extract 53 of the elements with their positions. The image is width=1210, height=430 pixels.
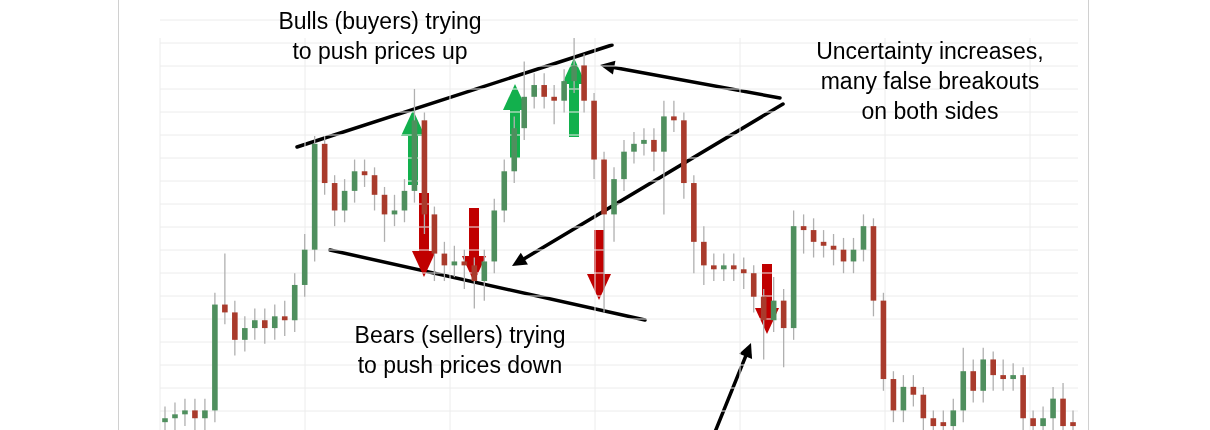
candlestick bbox=[641, 127, 647, 157]
candlestick bbox=[730, 252, 737, 282]
candlestick bbox=[202, 397, 208, 430]
candlestick bbox=[271, 303, 278, 341]
candlestick bbox=[471, 256, 478, 310]
candlestick bbox=[1000, 358, 1006, 392]
candlestick bbox=[451, 245, 458, 278]
candlestick bbox=[252, 307, 258, 341]
candlestick bbox=[1070, 409, 1076, 430]
candlestick bbox=[371, 166, 378, 212]
candlestick bbox=[910, 374, 917, 408]
candlestick bbox=[800, 213, 807, 255]
candlestick bbox=[740, 256, 747, 290]
candlestick bbox=[701, 225, 707, 286]
candlestick bbox=[481, 249, 488, 302]
candlestick bbox=[820, 229, 827, 259]
candlestick bbox=[711, 252, 717, 282]
candlestick bbox=[671, 100, 677, 133]
candlestick bbox=[750, 264, 757, 314]
candlestick bbox=[810, 217, 817, 259]
candlestick bbox=[930, 409, 937, 430]
candlestick bbox=[222, 252, 228, 325]
candlestick bbox=[461, 249, 468, 290]
annotation: Bears (sellers) trying to push prices down bbox=[353, 321, 567, 380]
candlestick bbox=[561, 68, 567, 114]
candlestick bbox=[830, 233, 837, 267]
candlestick bbox=[1010, 362, 1016, 392]
candlestick bbox=[551, 84, 557, 125]
candlestick bbox=[242, 315, 248, 353]
annotation: Uncertainty increases, many false breakouts on both sides bbox=[815, 37, 1045, 126]
candlestick bbox=[192, 397, 198, 430]
candlestick bbox=[351, 158, 358, 204]
candlestick bbox=[361, 158, 368, 188]
annotation: Bulls (buyers) trying to push prices up bbox=[277, 7, 483, 66]
candlestick bbox=[1030, 409, 1036, 430]
candlestick bbox=[651, 127, 657, 172]
candlestick bbox=[631, 131, 637, 165]
candlestick bbox=[940, 409, 947, 430]
candlestick bbox=[391, 194, 398, 227]
candlestick bbox=[1040, 405, 1046, 430]
candlestick bbox=[720, 252, 727, 282]
candlestick bbox=[541, 72, 547, 110]
candlestick bbox=[990, 350, 996, 392]
candlestick bbox=[281, 299, 288, 337]
candlestick bbox=[261, 307, 268, 345]
candlestick bbox=[162, 405, 168, 430]
candlestick bbox=[182, 397, 188, 427]
candlestick bbox=[950, 397, 957, 430]
candlestick bbox=[1050, 386, 1056, 430]
candlestick bbox=[860, 213, 867, 263]
candlestick bbox=[172, 401, 178, 430]
candlestick bbox=[970, 358, 977, 404]
candlestick bbox=[531, 72, 537, 110]
